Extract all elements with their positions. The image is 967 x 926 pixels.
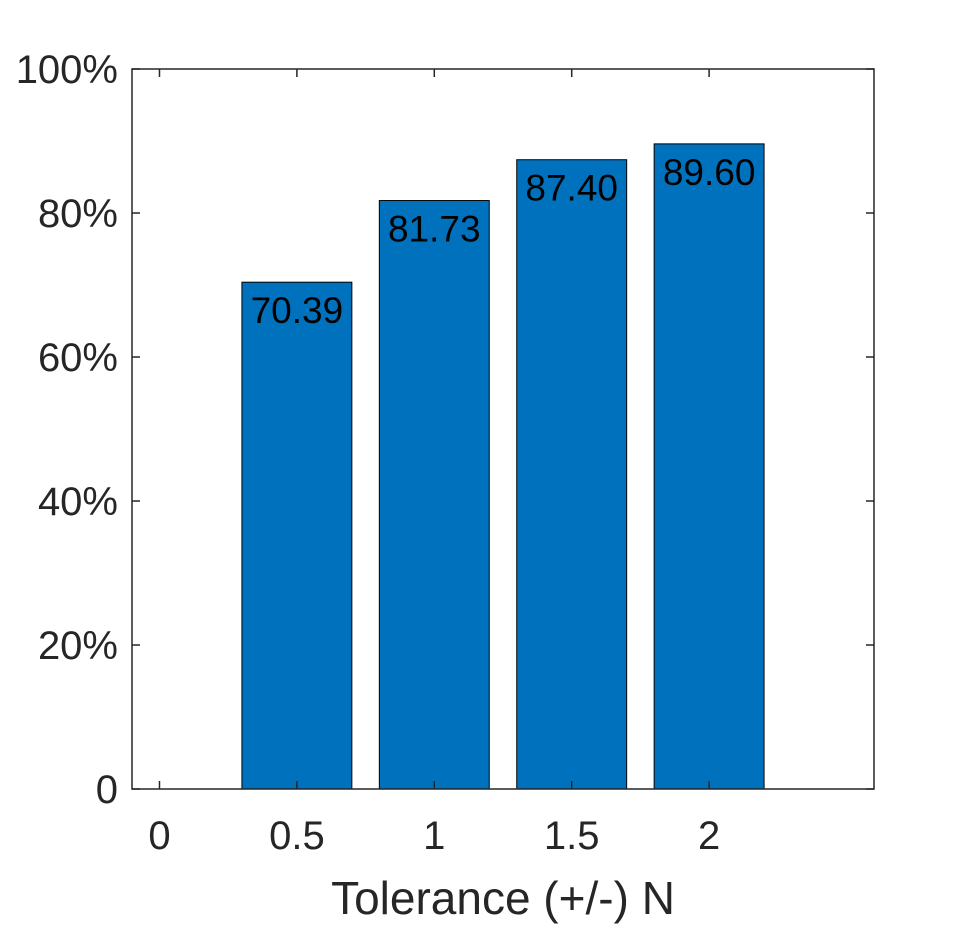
x-tick-label: 1	[423, 814, 445, 858]
x-tick-label: 1.5	[544, 814, 600, 858]
y-tick-label: 100%	[16, 48, 118, 92]
data-label-2: 89.60	[663, 152, 756, 193]
bar-0.5	[241, 281, 353, 790]
y-axis-ticks: 0 20% 40% 60% 80% 100%	[16, 48, 874, 812]
bar-2	[653, 143, 765, 790]
bar-1.5	[516, 159, 628, 790]
y-tick-label: 20%	[38, 624, 118, 668]
y-tick-label: 40%	[38, 480, 118, 524]
bar-1	[378, 200, 490, 790]
y-tick-label: 60%	[38, 336, 118, 380]
bars	[241, 143, 765, 790]
data-label-1: 81.73	[388, 209, 481, 250]
x-tick-label: 2	[698, 814, 720, 858]
x-tick-label: 0.5	[269, 814, 325, 858]
x-tick-label: 0	[148, 814, 170, 858]
y-tick-label: 0	[96, 768, 118, 812]
x-axis-title: Tolerance (+/-) N	[331, 872, 675, 924]
data-labels: 70.39 81.73 87.40 89.60	[251, 152, 756, 331]
plot-frame	[131, 68, 875, 790]
y-tick-label: 80%	[38, 192, 118, 236]
x-axis-ticks: 0 0.5 1 1.5 2	[148, 69, 720, 858]
data-label-0.5: 70.39	[251, 290, 344, 331]
data-label-1.5: 87.40	[525, 168, 618, 209]
